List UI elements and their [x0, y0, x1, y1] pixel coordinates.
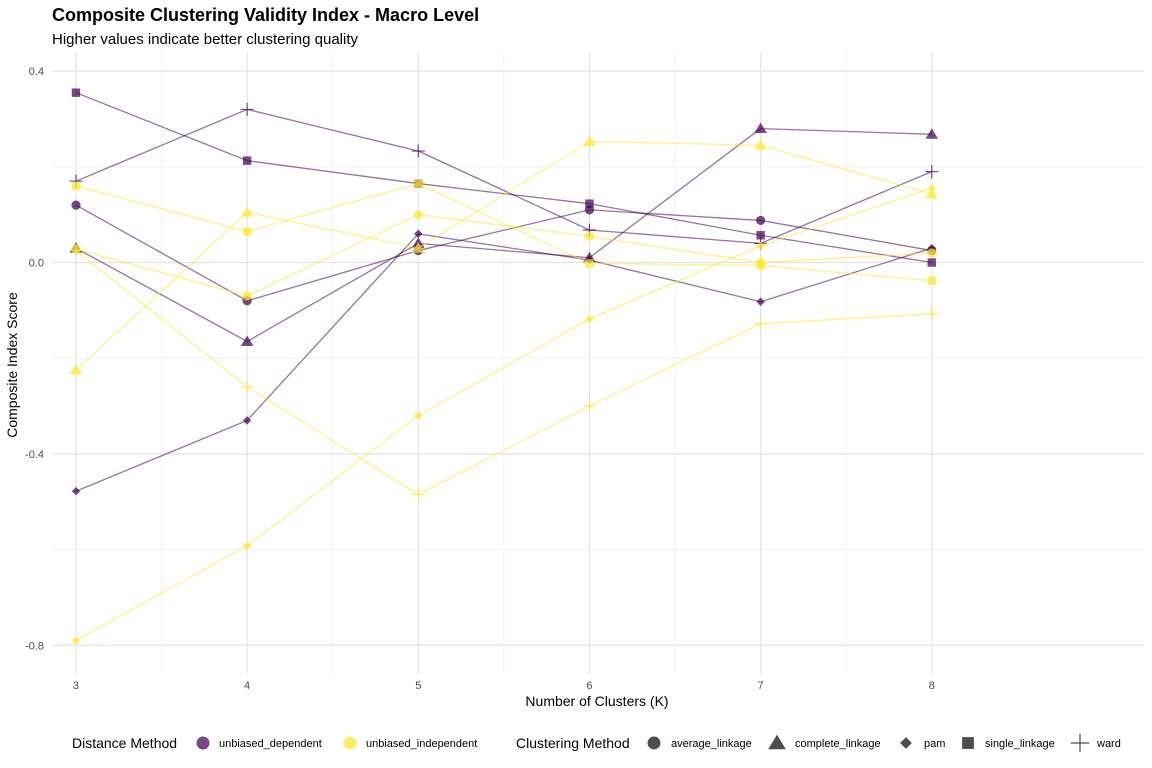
point-pam-unbiased_independent — [756, 241, 765, 250]
point-single_linkage-unbiased_independent — [242, 227, 252, 236]
point-complete_linkage-unbiased_dependent — [925, 128, 939, 139]
y-tick-label: -0.8 — [25, 640, 44, 652]
y-tick-label: -0.4 — [25, 449, 44, 461]
point-complete_linkage-unbiased_independent — [411, 242, 425, 253]
point-complete_linkage-unbiased_independent — [583, 135, 596, 146]
legend-label-average_linkage: average_linkage — [671, 738, 752, 750]
point-single_linkage-unbiased_independent — [927, 276, 936, 285]
y-axis-title: Composite Index Score — [4, 292, 20, 438]
y-tick-label: 0.4 — [29, 66, 44, 78]
x-tick-label: 5 — [415, 680, 421, 692]
plot-panel — [52, 52, 1144, 674]
point-complete_linkage-unbiased_dependent — [754, 122, 767, 134]
series-line-unbiased_dependent-pam — [75, 233, 932, 492]
point-pam-unbiased_independent — [71, 636, 81, 645]
x-axis-title: Number of Clusters (K) — [525, 693, 668, 709]
point-ward-unbiased_independent — [69, 244, 83, 258]
point-pam-unbiased_dependent — [242, 416, 252, 425]
legend-key-pam — [900, 737, 912, 749]
legend-key-average_linkage — [647, 736, 661, 750]
point-ward-unbiased_independent — [240, 380, 254, 394]
point-single_linkage-unbiased_independent — [585, 259, 594, 268]
legend-items: unbiased_dependent unbiased_independent av… — [196, 733, 1121, 753]
x-axis-ticks: 3 4 5 6 7 8 — [73, 680, 935, 692]
point-complete_linkage-unbiased_independent — [925, 188, 939, 199]
series-line-unbiased_independent-ward — [75, 250, 932, 496]
legend-label-unbiased_dependent: unbiased_dependent — [219, 738, 322, 750]
point-single_linkage-unbiased_dependent — [927, 258, 936, 267]
point-ward-unbiased_independent — [582, 399, 596, 413]
series-line-unbiased_dependent-single_linkage — [75, 92, 932, 264]
point-complete_linkage-unbiased_independent — [69, 364, 83, 375]
legend-key-complete_linkage — [768, 734, 786, 750]
point-complete_linkage-unbiased_dependent — [240, 335, 254, 346]
point-pam-unbiased_independent — [414, 411, 423, 420]
point-single_linkage-unbiased_dependent — [242, 156, 252, 165]
point-single_linkage-unbiased_dependent — [71, 88, 81, 97]
series-line-unbiased_independent-complete_linkage — [75, 140, 932, 371]
point-average_linkage-unbiased_dependent — [71, 200, 81, 210]
point-pam-unbiased_dependent — [414, 229, 423, 239]
series-line-unbiased_dependent-complete_linkage — [75, 127, 932, 343]
series-line-unbiased_independent-single_linkage — [75, 182, 932, 282]
y-tick-label: 0.0 — [29, 258, 44, 270]
point-single_linkage-unbiased_independent — [71, 181, 81, 191]
point-ward-unbiased_independent — [925, 307, 939, 321]
point-average_linkage-unbiased_independent — [242, 291, 252, 301]
legend-key-ward — [1070, 733, 1090, 753]
legend-key-single_linkage — [962, 737, 974, 749]
point-pam-unbiased_independent — [242, 541, 252, 550]
legend-label-pam: pam — [924, 738, 945, 750]
y-axis-ticks: 0.4 0.0 -0.4 -0.8 — [25, 66, 44, 652]
point-pam-unbiased_dependent — [756, 297, 765, 306]
legend-label-single_linkage: single_linkage — [985, 738, 1055, 750]
point-complete_linkage-unbiased_independent — [240, 206, 254, 217]
legend-label-ward: ward — [1096, 738, 1121, 750]
legend-key-unbiased_dependent — [196, 736, 210, 750]
series-line-unbiased_independent-average_linkage — [75, 214, 932, 297]
point-ward-unbiased_dependent — [411, 144, 425, 158]
point-complete_linkage-unbiased_independent — [754, 139, 767, 150]
series-line-unbiased_independent-pam — [75, 187, 932, 642]
point-ward-unbiased_independent — [754, 317, 768, 331]
point-pam-unbiased_dependent — [71, 487, 81, 496]
point-pam-unbiased_independent — [585, 314, 594, 324]
legend-title-distance: Distance Method — [72, 735, 177, 751]
point-average_linkage-unbiased_independent — [584, 231, 595, 241]
series-layer — [69, 88, 939, 645]
point-average_linkage-unbiased_dependent — [756, 215, 766, 226]
x-tick-label: 6 — [586, 680, 592, 692]
chart-subtitle: Higher values indicate better clustering… — [52, 31, 358, 48]
point-ward-unbiased_dependent — [925, 165, 939, 179]
legend-label-complete_linkage: complete_linkage — [795, 738, 881, 750]
legend-title-clustering: Clustering Method — [516, 735, 630, 751]
point-ward-unbiased_dependent — [240, 102, 254, 116]
point-pam-unbiased_independent — [927, 184, 936, 193]
legend-label-unbiased_independent: unbiased_independent — [366, 738, 477, 750]
point-average_linkage-unbiased_independent — [927, 248, 937, 258]
point-single_linkage-unbiased_independent — [414, 179, 423, 188]
series-line-unbiased_dependent-average_linkage — [75, 204, 932, 302]
point-single_linkage-unbiased_dependent — [585, 199, 594, 208]
gridlines — [52, 52, 1144, 674]
legend-key-unbiased_independent — [343, 736, 357, 750]
x-tick-label: 3 — [73, 680, 79, 692]
point-single_linkage-unbiased_independent — [756, 261, 765, 270]
series-line-unbiased_dependent-ward — [75, 108, 933, 245]
x-tick-label: 8 — [929, 680, 935, 692]
point-single_linkage-unbiased_dependent — [756, 231, 765, 240]
x-tick-label: 4 — [244, 680, 250, 692]
chart-title: Composite Clustering Validity Index - Ma… — [52, 5, 479, 25]
point-ward-unbiased_independent — [411, 488, 425, 502]
x-tick-label: 7 — [758, 680, 764, 692]
point-average_linkage-unbiased_independent — [413, 210, 423, 220]
legend: Distance Method Clustering Method unbias… — [72, 733, 1121, 753]
